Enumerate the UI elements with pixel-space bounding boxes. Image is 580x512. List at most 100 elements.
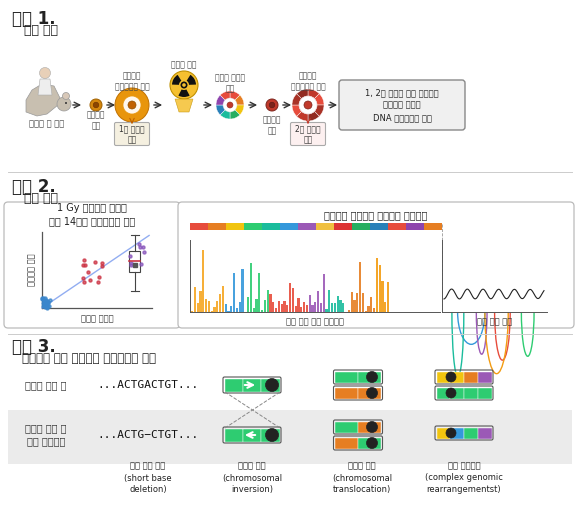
Text: 연구 방법: 연구 방법 <box>24 24 58 37</box>
Bar <box>311 305 314 312</box>
Bar <box>238 302 241 312</box>
Bar <box>317 291 319 312</box>
Text: 그림 1.: 그림 1. <box>12 10 56 28</box>
Bar <box>382 282 383 312</box>
Bar <box>325 309 328 312</box>
Text: 방사선 조사량: 방사선 조사량 <box>81 314 113 324</box>
Bar <box>362 293 364 312</box>
Bar <box>478 388 491 398</box>
Circle shape <box>180 81 187 89</box>
Bar <box>269 294 271 312</box>
Text: 연구 결과: 연구 결과 <box>24 192 58 205</box>
Bar <box>437 372 450 382</box>
Circle shape <box>65 102 67 104</box>
Wedge shape <box>179 90 190 97</box>
Bar <box>284 302 285 312</box>
Text: 그림 3.: 그림 3. <box>12 338 56 356</box>
Circle shape <box>57 97 71 111</box>
Circle shape <box>182 83 186 87</box>
Bar <box>322 273 325 312</box>
Bar <box>335 372 358 382</box>
Bar <box>342 303 345 312</box>
Text: 단일세포
분리: 단일세포 분리 <box>87 110 105 130</box>
Bar <box>335 437 358 449</box>
Bar <box>478 428 491 438</box>
Text: 돌연변이 개수: 돌연변이 개수 <box>27 253 37 286</box>
Bar <box>213 307 216 312</box>
Bar <box>373 308 375 312</box>
Bar <box>358 388 381 398</box>
FancyBboxPatch shape <box>178 202 574 328</box>
Bar <box>233 273 235 312</box>
Bar <box>387 282 389 312</box>
Text: 방사선 조사 전: 방사선 조사 전 <box>26 380 67 390</box>
Bar <box>236 308 238 312</box>
Bar <box>388 223 405 230</box>
Circle shape <box>367 388 378 398</box>
Circle shape <box>266 429 278 441</box>
Text: 방사선 노출된
세포: 방사선 노출된 세포 <box>215 73 245 93</box>
Text: 방사선 조사: 방사선 조사 <box>171 60 197 70</box>
Circle shape <box>93 102 99 108</box>
Bar <box>376 258 378 312</box>
Text: 단일세포
오가노이드 구축: 단일세포 오가노이드 구축 <box>115 71 150 91</box>
Circle shape <box>367 421 378 433</box>
Bar <box>367 306 369 312</box>
Text: 그림 2.: 그림 2. <box>12 178 56 196</box>
Bar <box>314 302 317 312</box>
Bar <box>224 304 227 312</box>
Bar <box>211 311 213 312</box>
Bar <box>334 223 351 230</box>
FancyBboxPatch shape <box>4 202 180 328</box>
Text: 복잡 구조 변이: 복잡 구조 변이 <box>477 317 512 327</box>
Bar <box>244 223 262 230</box>
Circle shape <box>227 102 233 108</box>
Bar <box>424 223 442 230</box>
Wedge shape <box>220 105 230 119</box>
Wedge shape <box>297 89 308 99</box>
Bar <box>255 299 258 312</box>
Bar <box>406 223 424 230</box>
Bar <box>243 429 261 441</box>
Bar <box>358 437 381 449</box>
Bar <box>365 311 367 312</box>
Bar <box>289 283 291 312</box>
Circle shape <box>269 102 275 108</box>
Bar <box>298 223 316 230</box>
Text: 단일세포
오가노이드 구축: 단일세포 오가노이드 구축 <box>291 71 325 91</box>
Text: 방사선이 유발하는 돌연변이 시그너처: 방사선이 유발하는 돌연변이 시그너처 <box>324 210 427 220</box>
Bar <box>222 286 224 312</box>
Wedge shape <box>216 105 230 115</box>
FancyBboxPatch shape <box>291 122 325 145</box>
Polygon shape <box>26 84 60 116</box>
Wedge shape <box>230 95 244 105</box>
Wedge shape <box>292 94 302 105</box>
Wedge shape <box>230 91 240 105</box>
Wedge shape <box>292 105 302 116</box>
Bar <box>359 262 361 312</box>
Bar <box>197 303 199 312</box>
Bar <box>281 305 283 312</box>
Bar <box>328 290 331 312</box>
Bar <box>190 223 208 230</box>
Circle shape <box>446 428 456 438</box>
Bar <box>278 301 280 312</box>
Circle shape <box>367 437 378 449</box>
Circle shape <box>39 68 50 78</box>
Bar <box>450 388 464 398</box>
Bar <box>320 304 322 312</box>
Polygon shape <box>175 99 193 112</box>
Bar <box>478 372 491 382</box>
Bar <box>8 410 572 464</box>
Circle shape <box>446 388 456 398</box>
Bar <box>194 287 196 312</box>
Text: 1, 2차 유전체 서열 비교하여
방사선이 유발한
DNA 돌연변이를 규명: 1, 2차 유전체 서열 비교하여 방사선이 유발한 DNA 돌연변이를 규명 <box>365 88 439 122</box>
Bar <box>191 311 193 312</box>
Text: ...ACTGACTGT...: ...ACTGACTGT... <box>97 380 198 390</box>
Bar <box>339 300 342 312</box>
Bar <box>129 251 140 272</box>
Bar <box>384 302 386 312</box>
Bar <box>205 300 207 312</box>
Bar <box>437 388 450 398</box>
Wedge shape <box>314 94 324 105</box>
